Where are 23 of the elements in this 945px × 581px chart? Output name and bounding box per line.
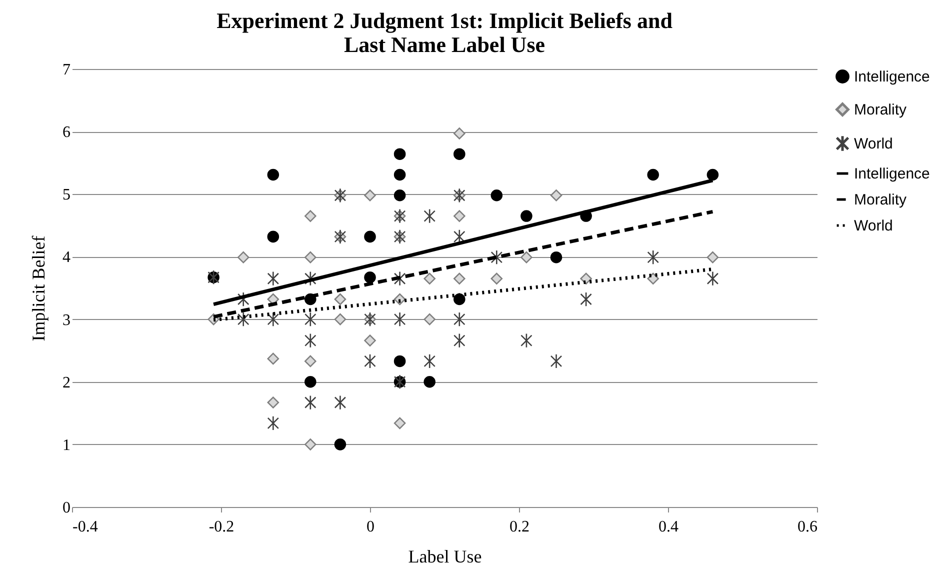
x-tick-label: 0.4 <box>658 518 678 536</box>
x-tick-label: 0.2 <box>510 518 530 536</box>
chart-title: Experiment 2 Judgment 1st: Implicit Beliefs and Last Name Label Use <box>216 8 672 57</box>
y-tick-label: 1 <box>62 436 70 454</box>
y-tick-label: 3 <box>62 312 70 329</box>
y-tick-label: 5 <box>62 186 70 204</box>
x-axis-title: Label Use <box>408 546 482 566</box>
legend-label: Intelligence <box>854 68 930 86</box>
legend-label: Morality <box>854 192 908 208</box>
y-tick-label: 0 <box>62 500 70 516</box>
y-axis-title: Implicit Belief <box>28 236 48 342</box>
y-tick-label: 6 <box>62 124 70 142</box>
x-tick-label: -0.2 <box>208 518 234 536</box>
y-tick-label: 7 <box>62 62 70 78</box>
x-tick-label: -0.4 <box>72 518 98 536</box>
x-tick-label: 0.6 <box>798 518 818 536</box>
legend-label: Morality <box>854 102 908 118</box>
x-tick-label: 0 <box>366 518 374 536</box>
y-tick-label: 4 <box>62 249 70 266</box>
legend-label: Intelligence <box>854 166 930 182</box>
legend-label: World <box>854 218 893 234</box>
legend-label: World <box>854 136 893 152</box>
y-tick-label: 2 <box>62 374 70 392</box>
